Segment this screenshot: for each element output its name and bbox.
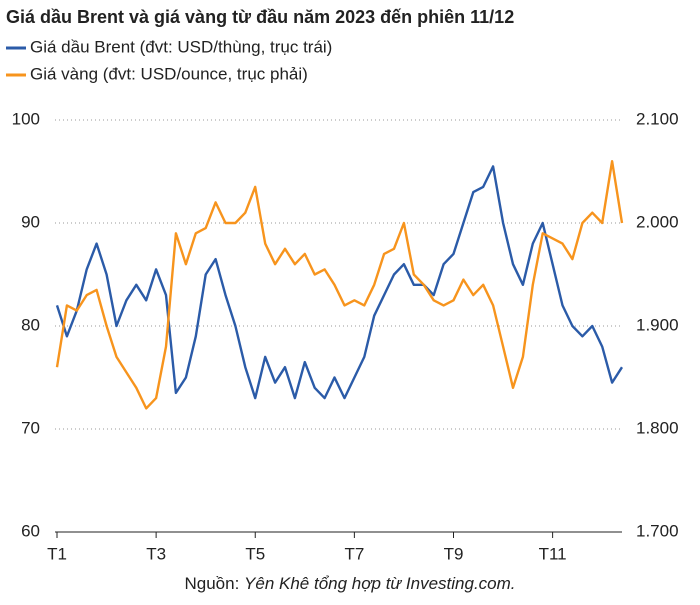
source-prefix: Nguồn: <box>184 574 239 593</box>
x-tick-label: T1 <box>47 544 67 563</box>
source: Nguồn: Yên Khê tổng hợp từ Investing.com… <box>184 574 515 593</box>
series-line <box>55 165 624 400</box>
legend-label: Giá dầu Brent (đvt: USD/thùng, trục trái… <box>30 37 332 56</box>
x-tick-label: T9 <box>444 544 464 563</box>
x-tick-label: T3 <box>146 544 166 563</box>
legend-label: Giá vàng (đvt: USD/ounce, trục phải) <box>30 64 308 83</box>
series-line <box>55 160 624 410</box>
x-tick-label: T7 <box>344 544 364 563</box>
y2-tick-label: 1.700 <box>636 521 679 540</box>
y-tick-label: 90 <box>21 212 40 231</box>
chart-title: Giá dầu Brent và giá vàng từ đầu năm 202… <box>6 7 514 27</box>
y-tick-label: 60 <box>21 521 40 540</box>
y-tick-label: 80 <box>21 315 40 334</box>
y-tick-label: 70 <box>21 418 40 437</box>
x-tick-label: T11 <box>539 544 567 563</box>
y-tick-label: 100 <box>12 109 40 128</box>
y2-tick-label: 2.000 <box>636 212 679 231</box>
y2-tick-label: 1.800 <box>636 418 679 437</box>
source-text: Yên Khê tổng hợp từ Investing.com. <box>244 574 516 593</box>
y2-tick-label: 2.100 <box>636 109 679 128</box>
x-tick-label: T5 <box>245 544 265 563</box>
y2-tick-label: 1.900 <box>636 315 679 334</box>
